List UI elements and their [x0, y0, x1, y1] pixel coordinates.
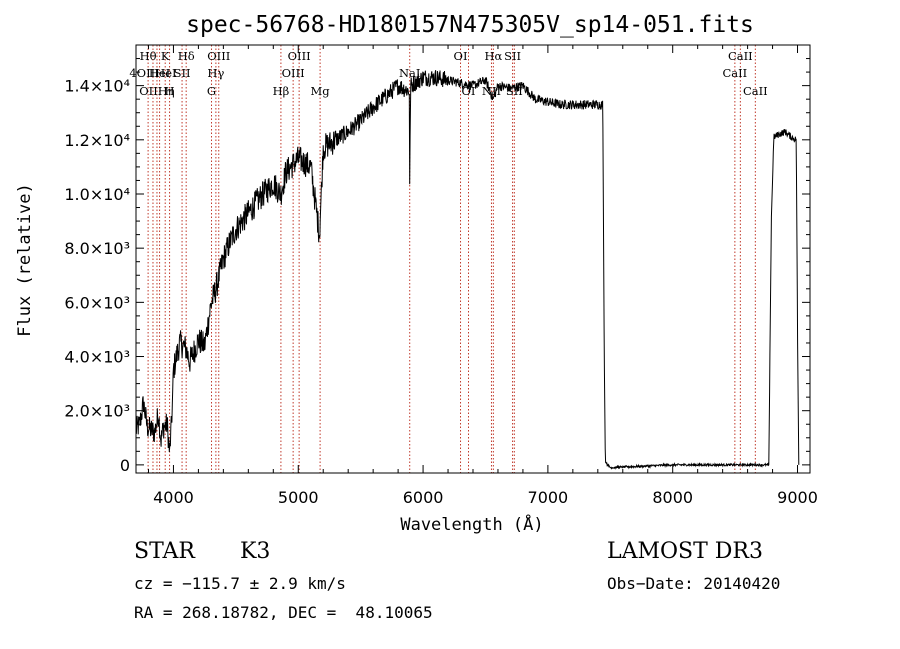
spectral-line-label: Mg	[311, 84, 331, 98]
y-tick-label: 6.0×10³	[64, 293, 130, 312]
x-tick-label: 5000	[278, 488, 319, 507]
spectral-line-label: SII	[174, 66, 191, 80]
x-tick-label: 4000	[153, 488, 194, 507]
y-tick-label: 1.0×10⁴	[64, 185, 130, 204]
x-tick-label: 7000	[528, 488, 569, 507]
x-tick-label: 8000	[652, 488, 693, 507]
spectral-line-label: Hδ	[178, 49, 195, 63]
y-tick-label: 1.4×10⁴	[64, 77, 130, 96]
y-tick-label: 1.2×10⁴	[64, 131, 130, 150]
y-axis-ticks: 0 2.0×10³ 4.0×10³ 6.0×10³ 8.0×10³ 1.0×10⁴ 1.2×…	[64, 58, 810, 475]
chart-title: spec-56768-HD180157N475305V_sp14-051.fit…	[186, 12, 754, 38]
spectral-line-label: Hγ	[207, 66, 224, 80]
spectral-line-label: Hα	[484, 49, 502, 63]
survey-name: LAMOST DR3	[607, 539, 763, 564]
y-tick-label: 8.0×10³	[64, 239, 130, 258]
spectral-line-label: OI	[454, 49, 468, 63]
spectral-line-label: G	[207, 84, 216, 98]
spectral-line-labels: Hθ 4OIIHeI OIIHη K HeI H SII Hδ OIII Hγ G Hβ OIII OII…	[129, 49, 767, 98]
y-tick-label: 2.0×10³	[64, 402, 130, 421]
y-tick-label: 4.0×10³	[64, 348, 130, 367]
spectral-subclass: K3	[240, 539, 271, 564]
spectral-line-label: H	[165, 84, 175, 98]
x-tick-label: 6000	[403, 488, 444, 507]
spectral-line-label: CaII	[743, 84, 768, 98]
coordinates-readout: RA = 268.18782, DEC = 48.10065	[134, 603, 433, 622]
x-tick-label: 9000	[777, 488, 818, 507]
observation-date: Obs−Date: 20140420	[607, 574, 781, 593]
spectral-line-label: Hβ	[273, 84, 290, 98]
x-axis-label: Wavelength (Å)	[400, 513, 543, 535]
spectral-line-label: SII	[504, 49, 521, 63]
spectral-line-label: OIII	[288, 49, 311, 63]
redshift-readout: cz = −115.7 ± 2.9 km/s	[134, 574, 346, 593]
spectral-line-label: Hθ	[140, 49, 157, 63]
object-class: STAR	[134, 539, 195, 564]
x-axis-ticks: 4000 5000 6000 7000 8000 9000	[147, 45, 818, 507]
spectrum-curve	[135, 70, 800, 470]
spectral-line-label: OIII	[207, 49, 230, 63]
spectral-line-label: K	[161, 49, 170, 63]
spectral-line-label: OIII	[282, 66, 305, 80]
plot-frame	[135, 44, 811, 474]
spectral-line-label: CaII	[722, 66, 747, 80]
spectral-line-label: CaII	[728, 49, 753, 63]
y-tick-label: 0	[120, 456, 130, 475]
y-axis-label: Flux (relative)	[15, 183, 35, 337]
spectral-line-markers	[147, 45, 756, 473]
spectral-line-label: OIIHη	[139, 84, 175, 98]
spectral-line-label: HeI	[149, 66, 170, 80]
spectral-line-label: 4OIIHeI	[129, 66, 176, 80]
